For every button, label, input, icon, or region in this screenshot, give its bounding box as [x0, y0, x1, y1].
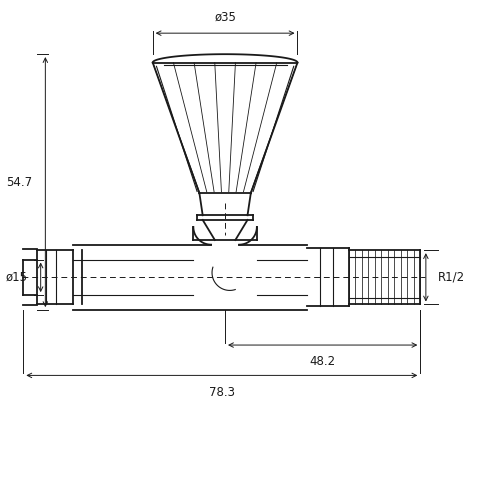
Text: R1/2: R1/2 [438, 271, 465, 284]
Text: 48.2: 48.2 [310, 355, 336, 368]
Text: 54.7: 54.7 [6, 176, 32, 189]
Text: ø35: ø35 [214, 11, 236, 24]
Text: 78.3: 78.3 [209, 385, 235, 399]
Text: ø15: ø15 [6, 271, 28, 284]
